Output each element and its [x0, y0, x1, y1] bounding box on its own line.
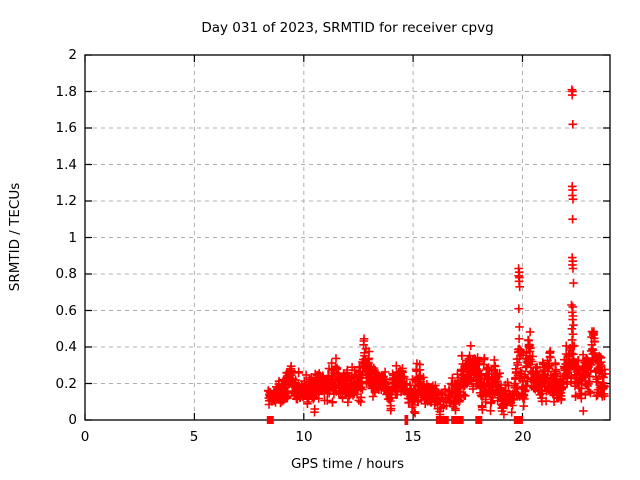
grid-lines: [85, 55, 610, 420]
axis-ticks: [84, 54, 610, 421]
chart-title: Day 031 of 2023, SRMTID for receiver cpv…: [201, 20, 494, 36]
x-tick-label: 15: [404, 429, 422, 445]
y-tick-label: 1: [68, 230, 77, 246]
data-points: [263, 327, 610, 419]
y-tick-label: 0.4: [55, 339, 77, 355]
x-tick-label: 5: [189, 429, 199, 445]
y-tick-label: 0.2: [55, 376, 77, 392]
zero-value-markers: [266, 415, 523, 425]
y-tick-label: 1.2: [55, 193, 77, 209]
x-tick-label: 20: [514, 429, 532, 445]
x-tick-label: 10: [295, 429, 313, 445]
y-tick-label: 2: [68, 47, 77, 63]
x-axis-title: GPS time / hours: [290, 456, 405, 472]
y-tick-label: 0.6: [55, 303, 77, 319]
outlier-points: [514, 85, 588, 416]
y-tick-label: 1.8: [55, 84, 77, 100]
y-tick-label: 0: [68, 412, 77, 428]
y-tick-label: 0.8: [55, 266, 77, 282]
y-tick-label: 1.6: [55, 120, 77, 136]
y-tick-label: 1.4: [55, 157, 77, 173]
x-tick-label: 0: [80, 429, 90, 445]
